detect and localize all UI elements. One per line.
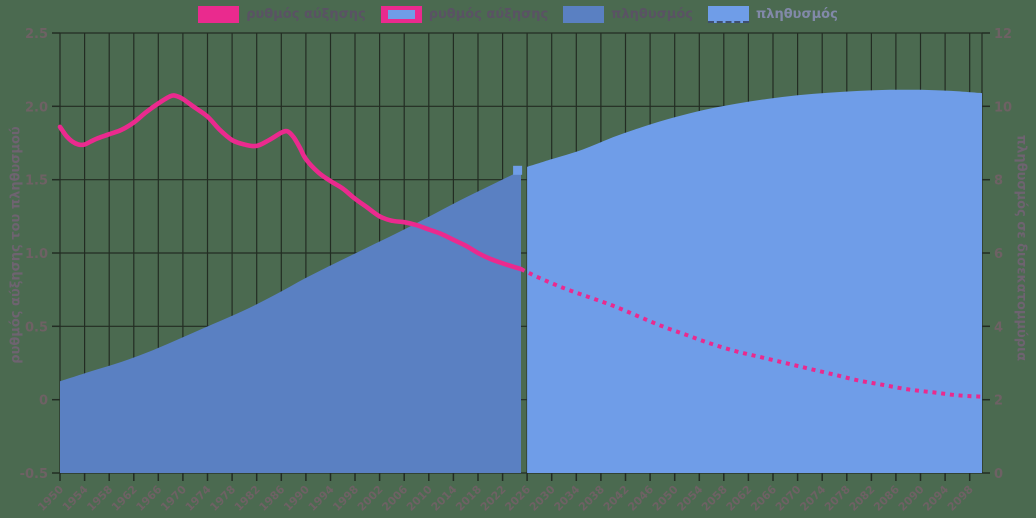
y-right-tick-label: 4 [994, 320, 1003, 335]
x-tick-label: 1954 [60, 483, 91, 514]
y-axis-right: 12 10 8 6 4 2 0 [982, 27, 1012, 482]
y-right-tick-label: 10 [994, 100, 1012, 115]
x-tick-label: 1982 [232, 483, 263, 514]
x-tick-label: 2026 [502, 483, 533, 514]
series-population-projected-start-cap [513, 165, 523, 175]
x-tick-label: 1950 [35, 483, 66, 514]
y-axis-left: 2.5 2.0 1.5 1.0 0.5 0 -0.5 [20, 27, 60, 482]
x-tick-label: 2082 [847, 483, 878, 514]
legend-label-growth-rate-projected: ρυθμός αύξησης [428, 7, 549, 22]
legend-swatch-population-historical [563, 6, 605, 23]
y-left-tick-label: 2.5 [25, 27, 48, 42]
legend-swatch-population-projected [707, 6, 749, 23]
x-tick-label: 2078 [822, 483, 853, 514]
y-right-tick-label: 2 [994, 394, 1003, 409]
x-tick-label: 2070 [773, 483, 804, 514]
chart-legend: ρυθμός αύξησης ρυθμός αύξησης πληθυσμός … [0, 6, 1036, 23]
x-tick-label: 1986 [257, 483, 288, 514]
x-tick-label: 2034 [552, 483, 583, 514]
x-tick-label: 2018 [453, 483, 484, 514]
x-tick-label: 2042 [601, 483, 632, 514]
legend-item-population-projected[interactable]: πληθυσμός [707, 6, 838, 23]
y-left-tick-label: 0.5 [25, 320, 48, 335]
series-population-historical [60, 170, 521, 473]
y-left-tick-label: 2.0 [25, 100, 48, 115]
x-tick-label: 1998 [330, 483, 361, 514]
x-tick-label: 1958 [84, 483, 115, 514]
x-tick-label: 1966 [134, 483, 165, 514]
series-growth-rate-historical [57, 93, 524, 272]
y-right-tick-label: 8 [994, 174, 1003, 189]
x-tick-label: 2022 [478, 483, 509, 514]
x-tick-label: 1970 [158, 483, 189, 514]
x-tick-label: 2090 [896, 483, 927, 514]
y-left-tick-label: -0.5 [20, 467, 48, 482]
y-left-tick-label: 0 [39, 394, 48, 409]
y-right-tick-label: 6 [994, 247, 1003, 262]
x-tick-label: 2098 [945, 483, 976, 514]
legend-label-growth-rate-historical: ρυθμός αύξησης [246, 7, 366, 22]
x-tick-label: 2014 [429, 483, 460, 514]
x-axis: 1950195419581962196619701974197819821986… [35, 473, 976, 514]
x-tick-label: 2002 [355, 483, 386, 514]
x-tick-label: 1978 [207, 483, 238, 514]
legend-label-population-projected: πληθυσμός [755, 7, 838, 22]
legend-item-growth-rate-historical[interactable]: ρυθμός αύξησης [198, 6, 366, 23]
y-axis-title-right: πληθυσμός σε δισεκατομμύρια [1013, 134, 1029, 362]
x-tick-label: 2062 [724, 483, 755, 514]
x-tick-label: 2066 [748, 483, 779, 514]
x-tick-label: 1974 [183, 483, 214, 514]
x-tick-label: 1962 [109, 483, 140, 514]
x-tick-label: 2050 [650, 483, 681, 514]
x-tick-label: 2058 [699, 483, 730, 514]
x-tick-label: 1994 [306, 483, 337, 514]
y-right-tick-label: 0 [994, 467, 1003, 482]
x-tick-label: 2074 [797, 483, 828, 514]
x-tick-label: 2010 [404, 483, 435, 514]
x-tick-label: 2086 [871, 483, 902, 514]
x-tick-label: 2046 [625, 483, 656, 514]
x-tick-label: 2054 [675, 483, 706, 514]
y-axis-title-left: ρυθμός αύξησης του πληθυσμού [8, 126, 24, 364]
legend-item-growth-rate-projected[interactable]: ρυθμός αύξησης [380, 6, 549, 23]
x-tick-label: 1990 [281, 483, 312, 514]
y-right-tick-label: 12 [994, 27, 1012, 42]
legend-label-population-historical: πληθυσμός [611, 7, 693, 22]
x-tick-label: 2038 [576, 483, 607, 514]
x-tick-label: 2030 [527, 483, 558, 514]
legend-swatch-growth-rate-historical [198, 6, 240, 23]
x-tick-label: 2094 [920, 483, 951, 514]
y-left-tick-label: 1.5 [25, 174, 48, 189]
x-tick-label: 2006 [379, 483, 410, 514]
series-population-projected [527, 89, 982, 473]
legend-item-population-historical[interactable]: πληθυσμός [563, 6, 693, 23]
legend-swatch-growth-rate-projected [380, 6, 422, 23]
y-left-tick-label: 1.0 [25, 247, 48, 262]
